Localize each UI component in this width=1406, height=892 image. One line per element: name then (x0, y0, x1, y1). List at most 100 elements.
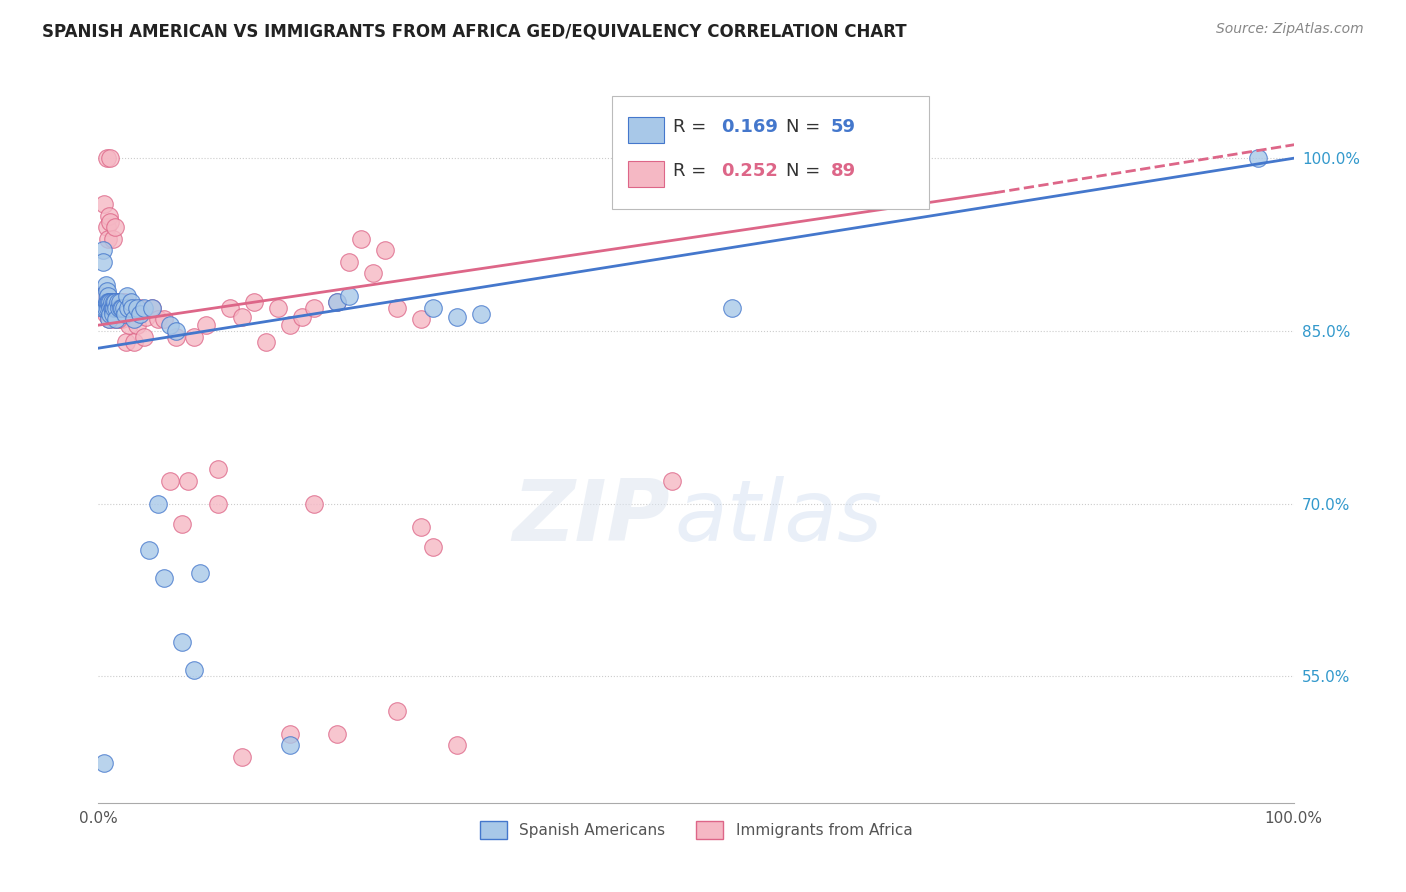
Point (98, 307, 122, 321)
Point (446, 310, 468, 324)
Point (124, 335, 146, 350)
Point (153, 571, 176, 585)
Point (97, 289, 120, 303)
Point (96, 295, 118, 310)
Point (96, 301, 118, 315)
Point (339, 255, 361, 269)
Point (121, 301, 143, 315)
Point (91, 255, 114, 269)
Point (326, 727, 349, 741)
Point (111, 301, 134, 315)
Text: SPANISH AMERICAN VS IMMIGRANTS FROM AFRICA GED/EQUIVALENCY CORRELATION CHART: SPANISH AMERICAN VS IMMIGRANTS FROM AFRI… (42, 22, 907, 40)
Point (302, 497, 325, 511)
Point (111, 312, 134, 326)
Point (422, 541, 444, 555)
Point (100, 301, 122, 315)
Point (117, 301, 139, 315)
Point (96, 284, 118, 298)
Point (100, 295, 122, 310)
Point (107, 295, 129, 310)
Text: 0.252: 0.252 (721, 162, 778, 180)
Point (125, 301, 148, 315)
Point (94, 301, 117, 315)
Point (110, 301, 132, 315)
Point (141, 301, 163, 315)
Point (112, 301, 135, 315)
Point (103, 301, 125, 315)
Text: atlas: atlas (675, 475, 883, 559)
Point (115, 289, 138, 303)
Point (411, 312, 433, 326)
Point (326, 295, 349, 310)
Point (104, 295, 127, 310)
Point (267, 301, 290, 315)
Point (115, 335, 138, 350)
Point (121, 301, 143, 315)
Point (98, 301, 122, 315)
Point (103, 301, 125, 315)
Point (93, 197, 115, 211)
Point (94, 295, 117, 310)
FancyBboxPatch shape (628, 117, 664, 143)
Point (339, 289, 361, 303)
Point (195, 318, 218, 333)
Point (207, 462, 229, 476)
Point (98, 209, 121, 223)
Point (93, 301, 115, 315)
Text: R =: R = (673, 162, 713, 180)
Point (125, 318, 148, 333)
Point (97, 295, 120, 310)
Point (183, 329, 205, 343)
Point (98, 295, 121, 310)
Point (326, 295, 349, 310)
Point (165, 329, 187, 343)
Point (98, 301, 121, 315)
Point (98, 312, 121, 326)
Point (98, 214, 122, 228)
Point (138, 542, 160, 557)
Point (291, 310, 314, 324)
Point (278, 738, 301, 752)
Point (93, 756, 115, 770)
Point (104, 220, 127, 235)
Point (105, 301, 128, 315)
Point (96, 289, 118, 303)
Point (446, 738, 468, 752)
Point (98, 295, 122, 310)
Text: 0.169: 0.169 (721, 118, 778, 136)
Point (105, 295, 128, 310)
Point (101, 295, 124, 310)
Point (118, 318, 141, 333)
Point (422, 301, 444, 315)
Point (148, 312, 170, 326)
Point (110, 301, 132, 315)
Point (114, 307, 136, 321)
Point (302, 301, 325, 315)
Point (93, 289, 115, 303)
Point (132, 329, 155, 343)
Point (188, 566, 211, 580)
Point (120, 295, 142, 310)
Point (278, 318, 301, 333)
Point (100, 301, 122, 315)
Point (129, 301, 152, 315)
Point (411, 519, 433, 533)
Point (104, 295, 127, 310)
Point (96, 151, 118, 165)
Point (108, 295, 131, 310)
Point (231, 310, 253, 324)
Point (661, 474, 683, 488)
Point (98, 295, 122, 310)
Point (98, 295, 121, 310)
Point (159, 474, 181, 488)
Point (91, 301, 114, 315)
Point (177, 474, 200, 488)
Text: Source: ZipAtlas.com: Source: ZipAtlas.com (1216, 22, 1364, 37)
Point (254, 335, 277, 350)
Text: N =: N = (786, 162, 825, 180)
Point (117, 301, 139, 315)
Point (100, 295, 122, 310)
Text: R =: R = (673, 118, 713, 136)
Point (129, 307, 152, 321)
Point (141, 301, 163, 315)
